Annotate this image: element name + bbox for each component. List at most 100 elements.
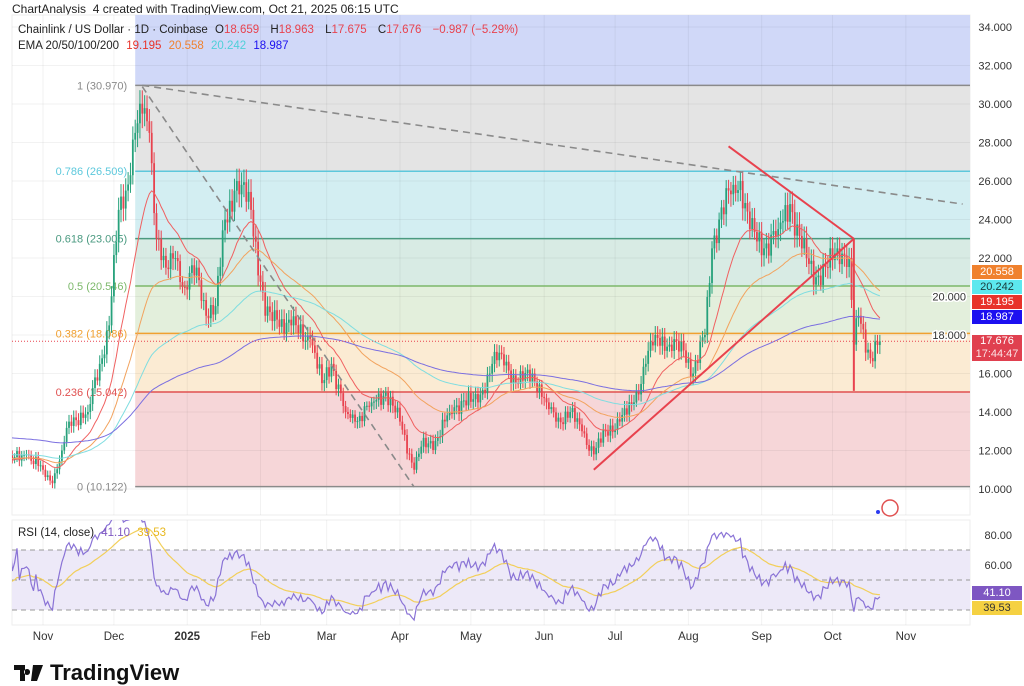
candle-body — [678, 340, 680, 352]
candle-body — [855, 318, 858, 345]
candle-body — [793, 212, 796, 236]
candle-body — [56, 469, 59, 474]
candle-body — [663, 336, 666, 351]
candle-body — [143, 108, 146, 114]
candle-body — [831, 248, 834, 261]
candle-body — [547, 402, 550, 410]
fib-zone-above — [135, 15, 970, 86]
candle-body — [585, 433, 588, 445]
candle-body — [160, 239, 163, 261]
candle-body — [727, 188, 730, 191]
candle-body — [682, 341, 685, 351]
candle-body — [507, 361, 510, 371]
rsi-axis-label: 80.00 — [984, 530, 1012, 542]
time-axis-label: 2025 — [174, 631, 200, 643]
candle-body — [552, 407, 555, 413]
candle-body — [604, 430, 607, 432]
rsi-value-tag: 41.10 — [972, 586, 1022, 600]
candle-body — [696, 361, 699, 363]
candle-body — [495, 351, 498, 361]
candle-body — [153, 163, 156, 214]
symbol-name[interactable]: Chainlink / US Dollar · 1D · Coinbase — [18, 24, 208, 36]
candle-body — [269, 306, 271, 313]
candle-body — [701, 337, 704, 342]
candle-body — [595, 447, 598, 455]
candle-body — [403, 429, 406, 435]
candle-body — [181, 282, 184, 287]
rsi-ma-value: 39.53 — [137, 527, 167, 539]
tradingview-logo[interactable]: TradingView — [14, 660, 179, 686]
candle-body — [380, 393, 382, 405]
candle-body — [458, 405, 460, 414]
candle-body — [49, 475, 51, 481]
time-axis-label: Dec — [104, 631, 125, 643]
candle-body — [105, 330, 108, 355]
candle-body — [209, 305, 212, 319]
candle-body — [675, 339, 678, 341]
candle-body — [77, 420, 80, 426]
candle-body — [874, 341, 877, 362]
candle-body — [850, 258, 853, 300]
candle-body — [576, 418, 579, 422]
candle-body — [18, 451, 21, 461]
candle-body — [867, 349, 869, 353]
candle-body — [808, 258, 810, 264]
candle-body — [845, 255, 848, 268]
candle-body — [588, 444, 590, 451]
candle-body — [394, 405, 397, 413]
candle-body — [358, 415, 361, 422]
candle-body — [306, 335, 309, 341]
fib-zone — [135, 391, 970, 487]
candle-body — [434, 440, 437, 451]
candle-body — [235, 181, 238, 191]
candle-body — [744, 202, 747, 209]
candle-body — [460, 401, 463, 414]
candle-body — [141, 103, 144, 114]
candle-body — [162, 255, 165, 261]
rsi-ma-line — [12, 527, 880, 607]
candle-body — [519, 371, 522, 384]
rsi-legend[interactable]: RSI (14, close) 41.10 39.53 — [18, 527, 170, 539]
ema50-value: 20.558 — [168, 40, 204, 52]
candle-body — [82, 412, 85, 418]
candle-body — [351, 414, 354, 418]
candle-body — [590, 446, 593, 451]
candle-body — [399, 407, 401, 422]
candle-body — [68, 421, 70, 428]
candle-body — [810, 260, 813, 264]
candle-body — [812, 260, 815, 285]
candle-body — [337, 384, 340, 390]
candle-body — [224, 219, 226, 231]
candle-body — [363, 406, 366, 422]
candle-body — [273, 310, 276, 322]
ema-legend[interactable]: EMA 20/50/100/200 19.195 20.558 20.242 1… — [18, 40, 293, 52]
candle-body — [578, 418, 581, 425]
candle-body — [313, 345, 316, 353]
fib-level-label: 0.5 (20.546) — [68, 281, 127, 293]
candle-body — [302, 324, 304, 342]
candle-body — [278, 319, 281, 327]
candle-body — [387, 392, 390, 406]
candle-body — [335, 370, 338, 390]
price-axis-label: 22.000 — [978, 253, 1012, 265]
candle-body — [486, 374, 489, 394]
candle-body — [120, 196, 122, 210]
candle-body — [616, 419, 619, 430]
symbol-legend: Chainlink / US Dollar · 1D · Coinbase O1… — [18, 24, 522, 36]
fib-zone — [135, 333, 970, 392]
candle-body — [129, 175, 132, 185]
candle-body — [786, 205, 789, 222]
candle-body — [150, 132, 153, 164]
candle-body — [377, 393, 380, 400]
candle-body — [226, 219, 229, 223]
candle-body — [451, 412, 453, 414]
candle-body — [581, 424, 583, 432]
candle-body — [517, 383, 520, 385]
candle-body — [448, 412, 451, 416]
candle-body — [382, 395, 385, 405]
candle-body — [205, 300, 208, 316]
candle-body — [477, 394, 479, 403]
candle-body — [240, 184, 243, 195]
price-axis-label: 32.000 — [978, 61, 1012, 73]
